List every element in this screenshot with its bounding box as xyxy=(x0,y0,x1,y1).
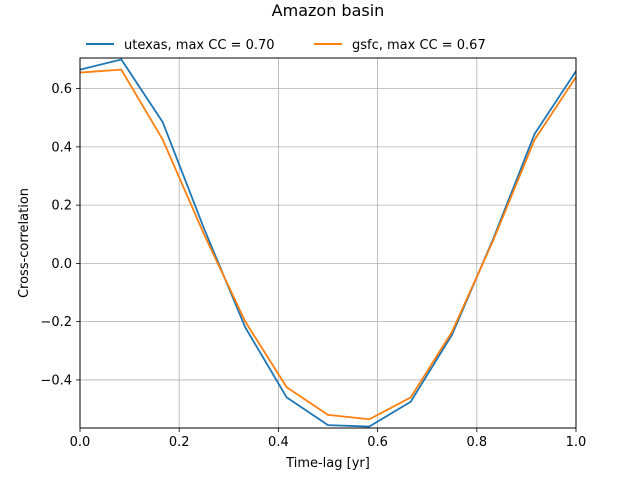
x-tick-label: 0.2 xyxy=(169,435,190,450)
chart-title: Amazon basin xyxy=(272,1,385,20)
x-tick-label: 0.0 xyxy=(70,435,91,450)
y-tick-label: −0.2 xyxy=(40,315,72,330)
legend-label: utexas, max CC = 0.70 xyxy=(124,38,275,53)
y-tick-label: 0.0 xyxy=(51,257,72,272)
x-axis-ticks: 0.0 0.2 0.4 0.6 0.8 1.0 xyxy=(70,428,587,450)
plot-frame xyxy=(79,57,577,429)
x-tick-label: 1.0 xyxy=(566,435,587,450)
x-tick-label: 0.4 xyxy=(268,435,289,450)
series-lines xyxy=(80,58,576,428)
legend-label: gsfc, max CC = 0.67 xyxy=(352,38,486,53)
y-axis-label: Cross-correlation xyxy=(17,188,32,298)
y-axis-ticks: −0.4 −0.2 0.0 0.2 0.4 0.6 xyxy=(40,82,80,388)
series-line-utexas xyxy=(80,58,576,428)
y-tick-label: 0.4 xyxy=(51,140,72,155)
x-axis-label: Time-lag [yr] xyxy=(285,456,370,471)
y-tick-label: 0.2 xyxy=(51,199,72,214)
y-tick-label: −0.4 xyxy=(40,373,72,388)
legend-item: utexas, max CC = 0.70 xyxy=(86,38,275,53)
y-tick-label: 0.6 xyxy=(51,82,72,97)
legend-item: gsfc, max CC = 0.67 xyxy=(314,38,486,53)
x-tick-label: 0.8 xyxy=(466,435,487,450)
series-line-gsfc xyxy=(80,68,576,421)
grid xyxy=(79,58,577,428)
legend: utexas, max CC = 0.70 gsfc, max CC = 0.67 xyxy=(86,38,486,53)
x-tick-label: 0.6 xyxy=(367,435,388,450)
